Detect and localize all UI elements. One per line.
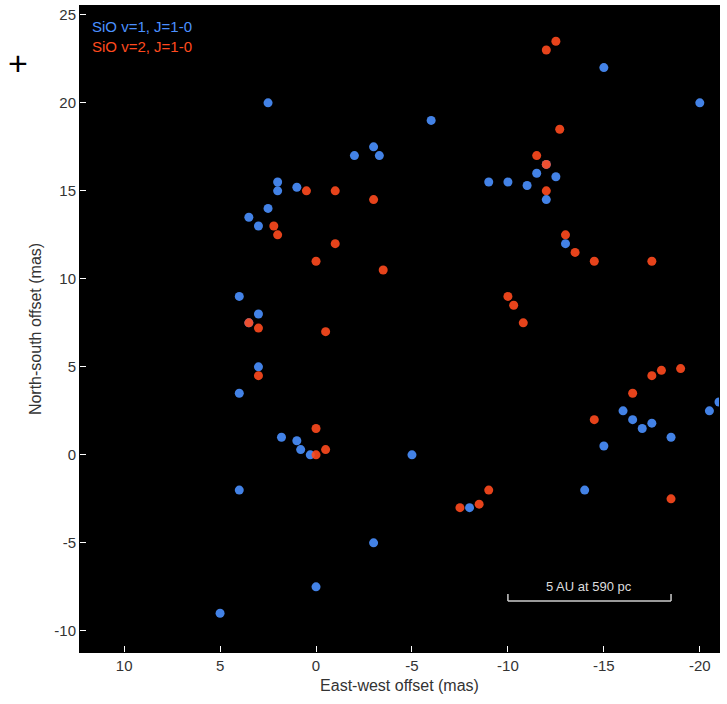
svg-text:5 AU at 590 pc: 5 AU at 590 pc — [546, 579, 632, 594]
svg-text:-10: -10 — [497, 657, 519, 674]
svg-text:10: 10 — [116, 657, 133, 674]
svg-text:15: 15 — [59, 182, 76, 199]
svg-text:5: 5 — [216, 657, 224, 674]
svg-text:East-west offset (mas): East-west offset (mas) — [320, 677, 479, 694]
svg-text:0: 0 — [68, 446, 76, 463]
svg-text:20: 20 — [59, 94, 76, 111]
svg-text:-20: -20 — [689, 657, 711, 674]
svg-text:-15: -15 — [593, 657, 615, 674]
svg-text:-5: -5 — [63, 534, 76, 551]
svg-text:5: 5 — [68, 358, 76, 375]
svg-text:10: 10 — [59, 270, 76, 287]
svg-text:25: 25 — [59, 6, 76, 23]
svg-text:-5: -5 — [405, 657, 418, 674]
svg-text:-10: -10 — [54, 622, 76, 639]
svg-text:0: 0 — [312, 657, 320, 674]
svg-text:North-south offset (mas): North-south offset (mas) — [27, 243, 44, 415]
svg-text:SiO v=1, J=1-0: SiO v=1, J=1-0 — [92, 18, 192, 35]
svg-text:SiO v=2, J=1-0: SiO v=2, J=1-0 — [92, 38, 192, 55]
